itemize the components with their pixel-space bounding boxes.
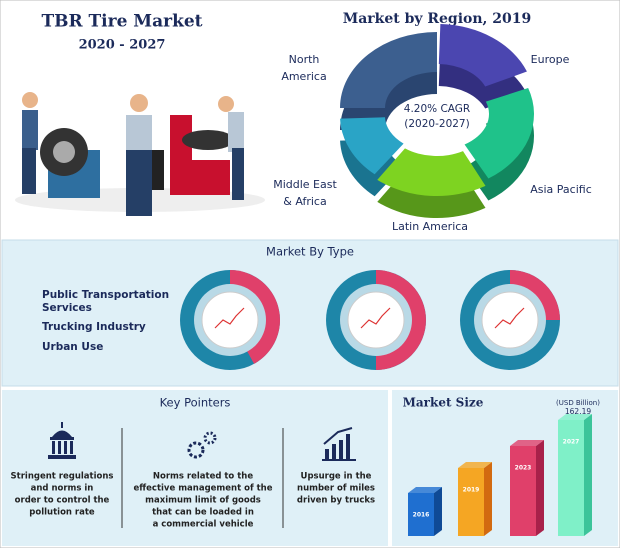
type-donut-hole [201, 291, 259, 349]
cagr-period: (2020-2027) [404, 118, 469, 130]
type-icon [360, 307, 391, 329]
bar-side [584, 414, 592, 536]
bar-year: 2019 [463, 487, 480, 494]
cagr: 4.20% CAGR [404, 103, 470, 115]
pointer-text: and norms in [31, 484, 94, 494]
region-label: & Africa [283, 195, 326, 208]
type-donut-hole [481, 291, 539, 349]
illustration [15, 92, 265, 216]
bar-top [558, 414, 592, 420]
icon-gears [187, 431, 217, 459]
pointer-text: a commercial vehicle [153, 520, 254, 530]
icon-growth [322, 427, 356, 461]
size-unit: (USD Billion) [556, 399, 600, 407]
pointer-text: that can be loaded in [152, 508, 254, 518]
region-label: Middle East [273, 178, 337, 191]
subtitle: 2020 - 2027 [79, 38, 166, 53]
region-label: North [289, 53, 320, 66]
pointer-text: Upsurge in the [301, 472, 372, 482]
bar-side [536, 440, 544, 536]
pointers-panel [2, 390, 388, 546]
bar-top [458, 462, 492, 468]
region-donut [340, 24, 534, 219]
pointer-text: order to control the [15, 496, 110, 506]
region-label: Asia Pacific [530, 183, 592, 196]
donut-segment [464, 88, 534, 179]
pointer-text: number of miles [297, 484, 375, 494]
icon-capitol [48, 422, 76, 459]
size-value: 162.19 [565, 407, 591, 416]
bar-year: 2027 [563, 439, 580, 446]
bar-side [434, 487, 442, 536]
bar-top [510, 440, 544, 446]
type-donut-hole [347, 291, 405, 349]
region-label: Latin America [392, 220, 468, 233]
donut-segment [377, 148, 486, 196]
donut-segment [340, 117, 404, 175]
bar-year: 2023 [515, 465, 532, 472]
pointer-text: maximum limit of goods [145, 496, 261, 506]
bar-side [484, 462, 492, 536]
bar-top [408, 487, 442, 493]
type-label: Urban Use [42, 341, 103, 353]
type-label: Trucking Industry [42, 321, 146, 333]
bar [558, 420, 584, 536]
pointer-text: pollution rate [29, 508, 95, 518]
bar [458, 468, 484, 536]
bar [408, 493, 434, 536]
donut-segment [438, 24, 527, 87]
bar-year: 2016 [413, 512, 430, 519]
type-donuts [180, 270, 560, 370]
region-label: America [281, 70, 326, 83]
pointer-text: Norms related to the [153, 472, 253, 482]
title: TBR Tire Market [41, 12, 202, 32]
type-label: Services [42, 302, 92, 314]
type-icon [214, 307, 245, 329]
donut-segment [340, 32, 437, 108]
region-label: Europe [531, 53, 570, 66]
pointer-text: effective management of the [134, 484, 273, 494]
bar [510, 446, 536, 536]
pointers-title: Key Pointers [160, 396, 231, 410]
type-label: Public Transportation [42, 289, 169, 301]
pointer-text: Stringent regulations [11, 472, 114, 482]
region-title: Market by Region, 2019 [343, 11, 532, 27]
pointer-text: driven by trucks [297, 496, 375, 506]
type-title: Market By Type [266, 245, 354, 259]
type-icon [494, 307, 525, 329]
size-title: Market Size [403, 396, 484, 410]
